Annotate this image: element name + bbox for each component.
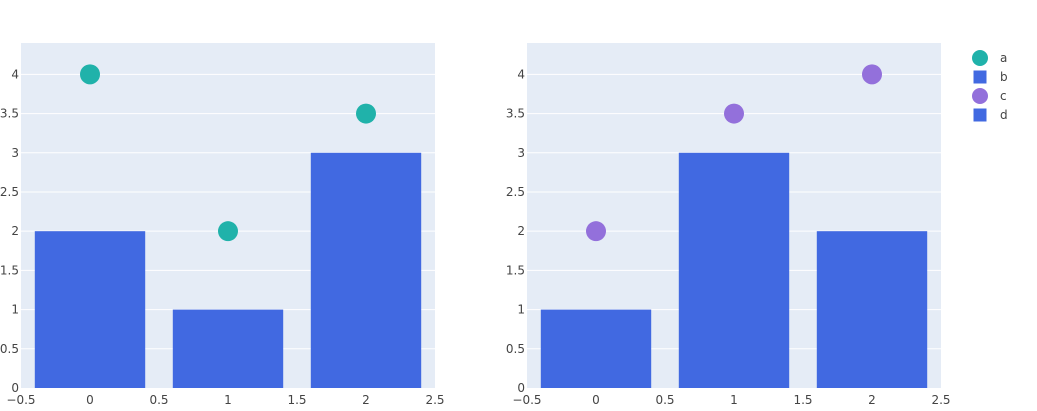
point-a-2 bbox=[356, 103, 376, 124]
bar-b-0 bbox=[34, 231, 146, 388]
x-tick-label: 2.5 bbox=[425, 393, 444, 407]
x-tick-label: 1 bbox=[730, 393, 738, 407]
x-tick-label: 0.5 bbox=[655, 393, 674, 407]
point-a-1 bbox=[218, 221, 238, 242]
x-tick-label: 1 bbox=[224, 393, 232, 407]
y-tick-label: 2 bbox=[11, 224, 19, 238]
y-tick-label: 0.5 bbox=[0, 342, 19, 356]
y-tick-label: 1.5 bbox=[506, 263, 525, 277]
y-tick-label: 3.5 bbox=[506, 107, 525, 121]
legend-item-d[interactable]: d bbox=[973, 108, 1008, 122]
subplot-left: 00.511.522.533.54−0.5 0 0.5 1 1.5 2 2.5 bbox=[0, 43, 445, 407]
legend-marker-circle bbox=[972, 50, 988, 66]
legend-item-a[interactable]: a bbox=[972, 50, 1007, 66]
bar-d-2 bbox=[816, 231, 928, 388]
bar-d-1 bbox=[678, 152, 790, 388]
y-tick-label: 0 bbox=[11, 381, 19, 395]
legend-marker-square bbox=[973, 70, 987, 84]
x-tick-label: 2.5 bbox=[931, 393, 950, 407]
y-tick-label: 2.5 bbox=[0, 185, 19, 199]
y-tick-label: 3.5 bbox=[0, 107, 19, 121]
bar-b-1 bbox=[172, 309, 284, 388]
bar-d-0 bbox=[540, 309, 652, 388]
y-tick-label: 2 bbox=[517, 224, 525, 238]
legend-marker-circle bbox=[972, 88, 988, 104]
y-tick-label: 2.5 bbox=[506, 185, 525, 199]
y-tick-label: 1 bbox=[517, 303, 525, 317]
x-tick-label: 1.5 bbox=[287, 393, 306, 407]
legend-label: a bbox=[1000, 51, 1007, 65]
legend-label: b bbox=[1000, 70, 1008, 84]
x-tick-label: 0 bbox=[86, 393, 94, 407]
x-tick-label: −0.5 bbox=[6, 393, 35, 407]
x-tick-label: 1.5 bbox=[793, 393, 812, 407]
point-a-0 bbox=[80, 64, 100, 85]
point-c-1 bbox=[724, 103, 744, 124]
y-tick-label: 3 bbox=[517, 146, 525, 160]
x-tick-label: 0.5 bbox=[149, 393, 168, 407]
legend-label: c bbox=[1000, 89, 1007, 103]
bar-b-2 bbox=[310, 152, 422, 388]
point-c-0 bbox=[586, 221, 606, 242]
x-tick-label: 0 bbox=[592, 393, 600, 407]
legend-label: d bbox=[1000, 108, 1008, 122]
legend-item-b[interactable]: b bbox=[973, 70, 1008, 84]
y-tick-label: 4 bbox=[517, 67, 525, 81]
subplot-right: 00.511.522.533.54−0.5 0 0.5 1 1.5 2 2.5 bbox=[506, 43, 951, 407]
y-tick-label: 1 bbox=[11, 303, 19, 317]
y-tick-label: 0.5 bbox=[506, 342, 525, 356]
y-tick-label: 0 bbox=[517, 381, 525, 395]
x-tick-label: 2 bbox=[362, 393, 370, 407]
y-tick-label: 3 bbox=[11, 146, 19, 160]
legend-marker-square bbox=[973, 108, 987, 122]
y-tick-label: 1.5 bbox=[0, 263, 19, 277]
legend-item-c[interactable]: c bbox=[972, 88, 1007, 104]
x-tick-label: −0.5 bbox=[512, 393, 541, 407]
y-tick-label: 4 bbox=[11, 67, 19, 81]
x-tick-label: 2 bbox=[868, 393, 876, 407]
point-c-2 bbox=[862, 64, 882, 85]
